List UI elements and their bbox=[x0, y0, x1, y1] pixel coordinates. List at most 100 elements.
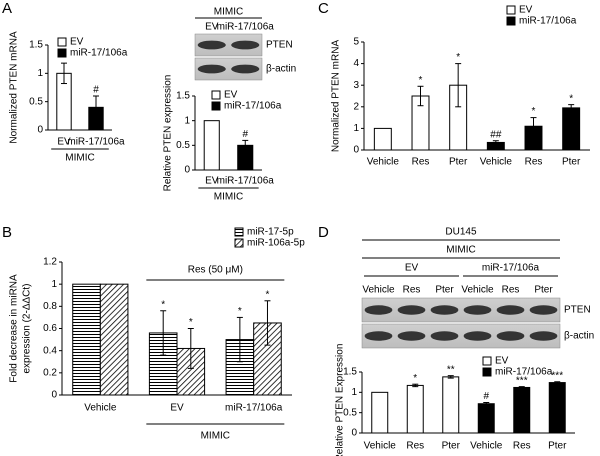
error-bar bbox=[236, 316, 243, 363]
error-bar bbox=[61, 62, 67, 85]
blot-band bbox=[529, 331, 558, 341]
bar bbox=[548, 382, 566, 434]
error-bar bbox=[187, 328, 194, 369]
blot-lane-label: Vehicle bbox=[362, 285, 395, 296]
legend-label: miR-17/106a bbox=[70, 48, 128, 59]
legend-swatch bbox=[482, 356, 492, 366]
bar bbox=[562, 107, 581, 151]
significance-label: ** bbox=[447, 364, 455, 375]
significance-label: * bbox=[161, 299, 165, 310]
x-tick-label: miR-17/106a bbox=[225, 403, 283, 414]
y-axis-label: Normalized PTEN mRNA bbox=[9, 31, 20, 144]
significance-label: * bbox=[419, 75, 423, 86]
significance-label: * bbox=[456, 52, 460, 63]
bar bbox=[373, 127, 392, 151]
significance-label: # bbox=[93, 85, 99, 96]
group-label: MIMIC bbox=[201, 431, 230, 442]
x-tick-label: Res bbox=[406, 441, 424, 452]
blot-row-label: β-actin bbox=[266, 64, 296, 75]
y-tick-label: 1.5 bbox=[176, 91, 190, 102]
blot-row-label: β-actin bbox=[564, 331, 594, 342]
error-bar bbox=[455, 63, 462, 108]
blot-band bbox=[364, 331, 393, 341]
error-bar bbox=[492, 140, 499, 145]
y-tick-label: 1 bbox=[51, 279, 57, 290]
legend-swatch bbox=[234, 227, 244, 237]
y-tick-label: 1 bbox=[353, 123, 359, 134]
blot-band bbox=[197, 64, 226, 74]
blot-lane-label: EV bbox=[205, 22, 219, 33]
significance-label: * bbox=[266, 289, 270, 300]
legend-swatch bbox=[211, 90, 221, 100]
x-tick-label: Res bbox=[525, 157, 543, 168]
blot-lane-label: Res bbox=[502, 285, 520, 296]
y-tick-label: 1 bbox=[184, 115, 190, 126]
significance-label: # bbox=[483, 391, 489, 402]
error-bar bbox=[518, 386, 525, 389]
x-tick-label: Pter bbox=[449, 157, 468, 168]
y-tick-label: 1 bbox=[37, 68, 43, 79]
blot-group: miR-17/106a bbox=[482, 263, 540, 274]
y-tick-label: 0 bbox=[351, 428, 357, 439]
y-tick-label: 1.5 bbox=[343, 367, 357, 378]
x-tick-label: EV bbox=[170, 403, 184, 414]
bar bbox=[203, 120, 220, 171]
bracket-label: Res (50 μM) bbox=[188, 265, 243, 276]
bar bbox=[72, 283, 101, 396]
legend-swatch bbox=[234, 238, 244, 248]
blot-lane-label: Pter bbox=[435, 285, 454, 296]
blot-strip bbox=[361, 297, 561, 323]
legend-label: miR-17/106a bbox=[495, 367, 553, 378]
panel-letter: B bbox=[2, 224, 12, 241]
y-tick-label: 0.8 bbox=[43, 301, 57, 312]
y-tick-label: 0.6 bbox=[43, 323, 57, 334]
blot-band bbox=[430, 331, 459, 341]
legend-swatch bbox=[482, 367, 492, 377]
y-tick-label: 4 bbox=[353, 58, 359, 69]
x-tick-label: Pter bbox=[562, 157, 581, 168]
x-tick-label: Res bbox=[513, 441, 531, 452]
error-bar bbox=[264, 300, 271, 346]
error-bar bbox=[417, 85, 424, 107]
y-tick-label: 1.5 bbox=[29, 40, 43, 51]
bar bbox=[406, 384, 424, 434]
x-tick-label: Pter bbox=[442, 441, 461, 452]
y-tick-label: 0 bbox=[37, 125, 43, 136]
blot-strip bbox=[361, 323, 561, 349]
group-label: MIMIC bbox=[214, 192, 243, 203]
y-tick-label: 0 bbox=[353, 145, 359, 156]
blot-lane-label: miR-17/106a bbox=[217, 22, 275, 33]
blot-header: MIMIC bbox=[214, 7, 243, 18]
blot-header: DU145 bbox=[445, 227, 477, 238]
error-bar bbox=[447, 375, 454, 379]
blot-band bbox=[397, 305, 426, 315]
blot-band bbox=[231, 64, 260, 74]
legend-swatch bbox=[211, 101, 221, 111]
bar bbox=[371, 391, 389, 434]
blot-band bbox=[496, 331, 525, 341]
y-tick-label: 0.2 bbox=[43, 367, 57, 378]
blot-band bbox=[397, 331, 426, 341]
significance-label: ## bbox=[490, 129, 502, 140]
y-tick-label: 0 bbox=[184, 165, 190, 176]
error-bar bbox=[568, 104, 575, 112]
y-tick-label: 1 bbox=[351, 387, 357, 398]
blot-band bbox=[197, 40, 226, 50]
error-bar bbox=[530, 117, 537, 136]
y-tick-label: 0.4 bbox=[43, 345, 57, 356]
blot-strip bbox=[194, 33, 263, 57]
x-tick-label: Vehicle bbox=[367, 157, 400, 168]
significance-label: *** bbox=[516, 375, 528, 386]
legend-label: EV bbox=[70, 37, 84, 48]
y-axis-label: Relative PTEN Expression bbox=[335, 344, 346, 456]
legend-label: miR-17/106a bbox=[519, 16, 577, 27]
x-tick-label: Vehicle bbox=[364, 441, 397, 452]
significance-label: * bbox=[532, 106, 536, 117]
blot-lane-label: Pter bbox=[534, 285, 553, 296]
blot-band bbox=[231, 40, 260, 50]
y-tick-label: 0.5 bbox=[29, 96, 43, 107]
blot-band bbox=[496, 305, 525, 315]
y-axis-label: Fold decrease in miRNA bbox=[9, 274, 20, 383]
panel-letter: D bbox=[318, 224, 329, 241]
